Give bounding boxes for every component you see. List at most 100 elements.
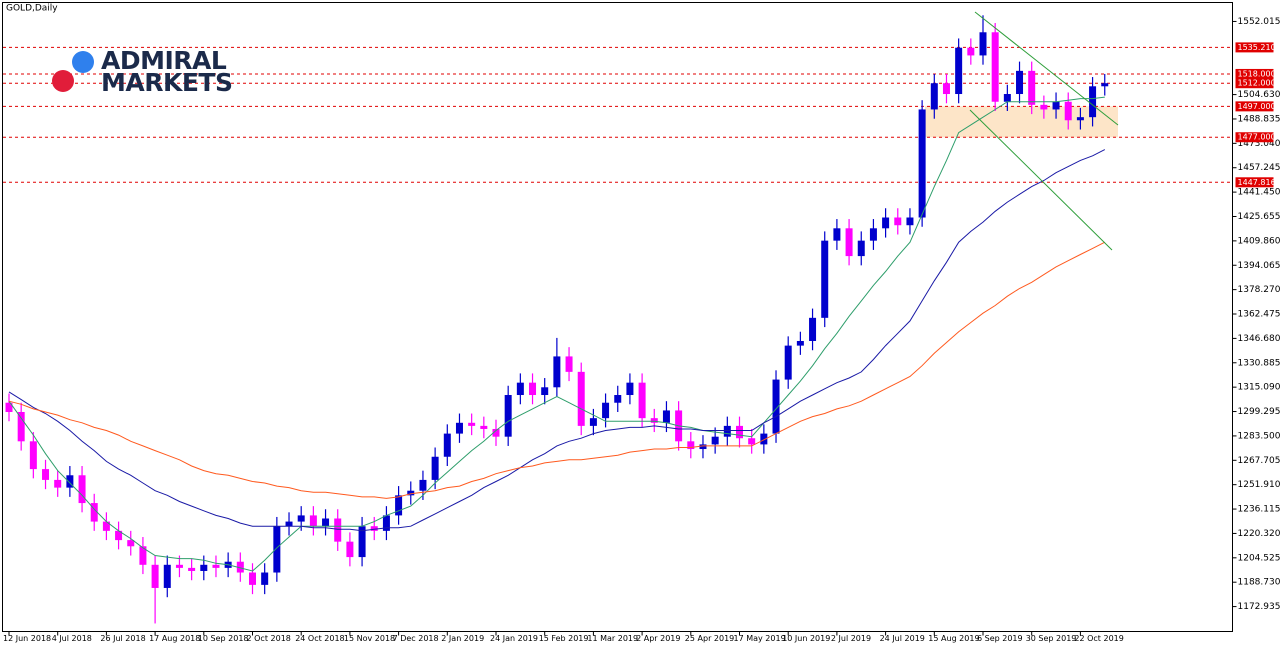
candle-body bbox=[1004, 94, 1011, 102]
candle-body bbox=[42, 469, 49, 480]
y-tick-label: 1251.910 bbox=[1238, 480, 1280, 490]
candle-body bbox=[626, 383, 633, 395]
y-tick-label: 1441.450 bbox=[1238, 188, 1280, 198]
x-tick-label: 2 Jan 2019 bbox=[441, 634, 484, 643]
y-tick-label: 1267.705 bbox=[1238, 456, 1280, 466]
candle-body bbox=[833, 228, 840, 240]
y-tick-label: 1346.680 bbox=[1238, 334, 1280, 344]
y-tick-label: 1220.320 bbox=[1238, 529, 1280, 539]
candle-body bbox=[858, 241, 865, 256]
candle-body bbox=[992, 32, 999, 101]
x-tick-label: 12 Jun 2018 bbox=[3, 634, 51, 643]
candle-body bbox=[249, 573, 256, 585]
candle-body bbox=[517, 383, 524, 395]
candle-body bbox=[176, 565, 183, 568]
candle-body bbox=[1016, 71, 1023, 94]
candle-body bbox=[1101, 83, 1108, 86]
candle-body bbox=[1040, 105, 1047, 110]
candle-body bbox=[736, 426, 743, 438]
y-tick-label: 1299.295 bbox=[1238, 407, 1280, 417]
candle-body bbox=[1065, 102, 1072, 121]
candle-body bbox=[432, 457, 439, 480]
candle-body bbox=[712, 437, 719, 445]
y-tick-label: 1457.245 bbox=[1238, 163, 1280, 173]
candle-body bbox=[273, 526, 280, 572]
level-label: 1497.000 bbox=[1238, 102, 1276, 111]
y-tick-label: 1330.885 bbox=[1238, 358, 1280, 368]
level-label: 1447.816 bbox=[1238, 178, 1276, 187]
candle-body bbox=[200, 565, 207, 571]
candle-body bbox=[1089, 86, 1096, 117]
x-tick-label: 15 Feb 2019 bbox=[539, 634, 589, 643]
y-tick-label: 1362.475 bbox=[1238, 310, 1280, 320]
candle-body bbox=[456, 423, 463, 434]
candle-body bbox=[468, 423, 475, 426]
candle-body bbox=[444, 434, 451, 457]
candle-body bbox=[748, 438, 755, 444]
x-tick-label: 24 Jan 2019 bbox=[490, 634, 538, 643]
candle-body bbox=[870, 228, 877, 240]
x-tick-label: 4 Jul 2018 bbox=[52, 634, 92, 643]
x-tick-label: 7 Dec 2018 bbox=[393, 634, 439, 643]
candle-body bbox=[602, 403, 609, 418]
candle-body bbox=[639, 383, 646, 419]
x-tick-label: 2 Apr 2019 bbox=[636, 634, 680, 643]
candle-body bbox=[566, 356, 573, 371]
candle-body bbox=[261, 573, 268, 585]
candle-body bbox=[553, 356, 560, 387]
candle-body bbox=[955, 48, 962, 94]
y-tick-label: 1552.015 bbox=[1238, 17, 1280, 27]
candle-body bbox=[322, 518, 329, 526]
logo-dot bbox=[72, 51, 94, 73]
candle-body bbox=[614, 395, 621, 403]
y-tick-label: 1504.630 bbox=[1238, 90, 1280, 100]
y-tick-label: 1172.935 bbox=[1238, 602, 1280, 612]
candle-body bbox=[395, 495, 402, 515]
candle-body bbox=[919, 109, 926, 217]
candle-body bbox=[724, 426, 731, 437]
x-tick-label: 15 Aug 2019 bbox=[928, 634, 979, 643]
candle-body bbox=[505, 395, 512, 437]
candle-body bbox=[529, 383, 536, 395]
candle-body bbox=[797, 341, 804, 346]
candle-body bbox=[30, 441, 37, 469]
candle-body bbox=[1077, 117, 1084, 120]
candle-body bbox=[821, 241, 828, 318]
y-tick-label: 1394.065 bbox=[1238, 261, 1280, 271]
x-tick-label: 10 Sep 2018 bbox=[198, 634, 249, 643]
x-tick-label: 11 Mar 2019 bbox=[587, 634, 638, 643]
level-label: 1477.000 bbox=[1238, 133, 1276, 142]
x-tick-label: 22 Oct 2019 bbox=[1074, 634, 1123, 643]
candle-body bbox=[590, 418, 597, 426]
candle-body bbox=[1028, 71, 1035, 105]
candle-body bbox=[943, 83, 950, 94]
support-zone bbox=[925, 106, 1118, 137]
candle-body bbox=[164, 565, 171, 588]
x-tick-label: 30 Sep 2019 bbox=[1026, 634, 1077, 643]
candle-body bbox=[54, 480, 61, 488]
candle-body bbox=[286, 522, 293, 527]
level-label: 1518.000 bbox=[1238, 69, 1276, 78]
x-tick-label: 17 Aug 2018 bbox=[149, 634, 200, 643]
candle-body bbox=[809, 318, 816, 341]
candle-body bbox=[334, 518, 341, 541]
x-tick-label: 25 Apr 2019 bbox=[685, 634, 734, 643]
chart-title: GOLD,Daily bbox=[6, 4, 58, 14]
logo-dot bbox=[52, 70, 74, 92]
level-label: 1535.210 bbox=[1238, 43, 1276, 52]
candle-body bbox=[419, 480, 426, 491]
x-tick-label: 6 Sep 2019 bbox=[977, 634, 1023, 643]
candle-body bbox=[846, 228, 853, 256]
logo-text: MARKETS bbox=[101, 68, 233, 97]
candle-body bbox=[188, 568, 195, 571]
candle-body bbox=[152, 565, 159, 588]
moving-average bbox=[9, 97, 1105, 571]
x-tick-label: 24 Oct 2018 bbox=[295, 634, 344, 643]
x-tick-label: 2 Oct 2018 bbox=[247, 634, 291, 643]
x-tick-label: 24 Jul 2019 bbox=[880, 634, 925, 643]
candle-body bbox=[906, 218, 913, 226]
x-tick-label: 15 Nov 2018 bbox=[344, 634, 395, 643]
candle-body bbox=[967, 48, 974, 56]
